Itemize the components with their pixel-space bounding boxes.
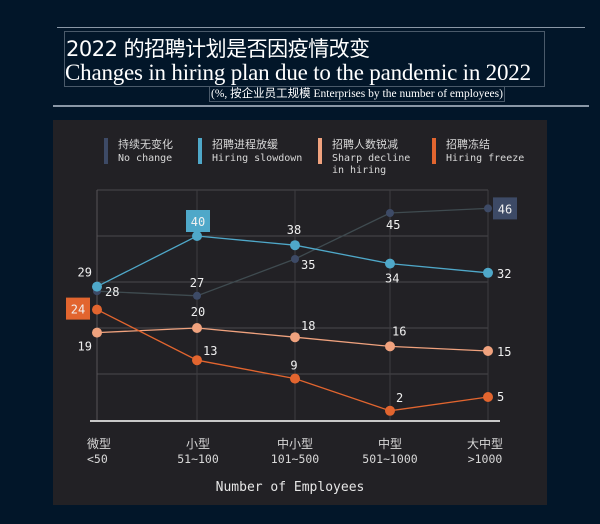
data-point	[192, 231, 202, 241]
legend-label-en-line2: in hiring	[332, 165, 386, 176]
legend-label-cn: 招聘进程放缓	[212, 137, 278, 151]
legend-swatch	[104, 138, 108, 164]
data-point	[92, 281, 102, 292]
data-point	[92, 327, 102, 338]
x-tick-label-cn: 小型	[186, 437, 210, 451]
data-label: 32	[497, 267, 511, 281]
data-label: 34	[385, 272, 399, 286]
data-label: 2	[396, 391, 403, 405]
highlight-label-box	[493, 197, 517, 220]
legend-label-en: No change	[118, 153, 172, 164]
legend-swatch	[318, 138, 322, 164]
x-tick-label-en: >1000	[468, 452, 503, 466]
legend-swatch	[432, 138, 436, 164]
x-axis-label: Number of Employees	[216, 480, 365, 495]
data-point	[192, 323, 202, 333]
data-label: 20	[191, 305, 205, 319]
data-point	[483, 267, 493, 278]
legend-label-en: Sharp decline	[332, 153, 410, 164]
data-label: 27	[190, 276, 204, 290]
data-point	[290, 240, 300, 251]
data-label: 35	[301, 258, 315, 272]
highlight-label-box	[186, 210, 210, 232]
data-label: 38	[287, 223, 301, 237]
data-point	[483, 346, 493, 356]
data-label: 45	[386, 218, 400, 232]
data-point	[193, 291, 201, 300]
data-points	[92, 204, 493, 416]
legend-label-cn: 招聘人数锐减	[332, 137, 398, 151]
data-label-highlight: 40	[191, 215, 205, 229]
data-point	[192, 355, 202, 366]
data-labels: 28 27 35 45 46 29 40 38 34 32 19 20 18 16 15 24 13 9 2 5	[66, 197, 517, 405]
title-top-rule	[57, 27, 585, 28]
legend: 持续无变化 No change 招聘进程放缓 Hiring slowdown 招聘人数锐…	[104, 137, 524, 176]
data-label: 18	[301, 319, 315, 333]
data-label: 5	[497, 390, 504, 404]
legend-label-en: Hiring slowdown	[212, 153, 302, 164]
data-point	[386, 209, 394, 217]
x-tick-label-en: <50	[87, 452, 108, 466]
data-label: 19	[78, 340, 92, 354]
x-tick-label-cn: 中型	[378, 436, 402, 451]
data-label: 15	[497, 345, 511, 359]
data-label-highlight: 46	[498, 202, 512, 216]
data-point	[385, 405, 395, 416]
title-chinese: 2022 的招聘计划是否因疫情改变	[66, 37, 370, 61]
data-label-highlight: 24	[71, 303, 85, 317]
legend-label-cn: 持续无变化	[118, 137, 173, 151]
data-point	[291, 255, 299, 263]
series-line-0	[96, 207, 489, 297]
data-point	[290, 373, 300, 384]
data-point	[385, 258, 395, 269]
data-point	[385, 341, 395, 352]
title-english: Changes in hiring plan due to the pandem…	[65, 60, 531, 85]
data-label: 13	[203, 344, 217, 358]
subtitle-units: (%, 按企业员工规模 Enterprises by the number of…	[209, 86, 505, 102]
legend-label-en: Hiring freeze	[446, 153, 524, 164]
x-tick-label-cn: 中小型	[277, 436, 313, 451]
data-label: 28	[105, 285, 119, 299]
x-tick-label-cn: 大中型	[467, 436, 503, 451]
data-point	[290, 332, 300, 343]
x-tick-label-en: 501~1000	[362, 452, 417, 466]
data-point	[92, 304, 102, 315]
data-label: 16	[392, 324, 406, 338]
data-label: 9	[290, 359, 297, 373]
legend-swatch	[198, 138, 202, 164]
highlight-label-box	[66, 297, 90, 320]
x-tick-label-en: 51~100	[177, 452, 219, 466]
x-tick-label-en: 101~500	[271, 452, 320, 466]
data-label: 29	[78, 266, 92, 280]
title-bottom-rule	[53, 105, 589, 107]
x-tick-label-cn: 微型	[87, 437, 111, 451]
data-point	[484, 204, 492, 213]
legend-label-cn: 招聘冻结	[446, 137, 490, 151]
data-point	[483, 392, 493, 402]
chart-panel	[53, 120, 547, 505]
